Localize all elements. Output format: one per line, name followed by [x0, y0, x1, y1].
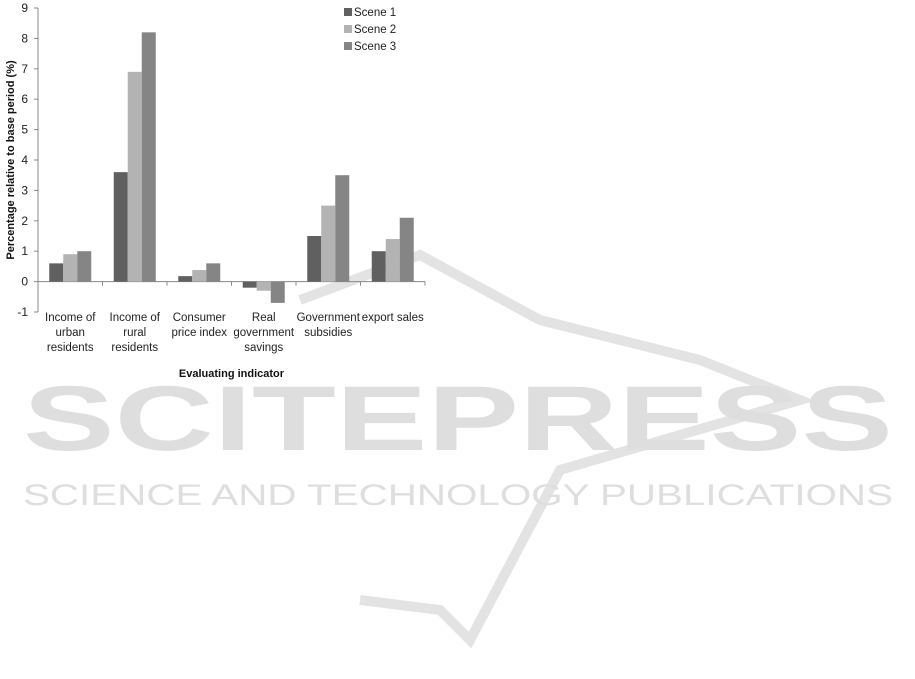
bar-scene-3 [77, 251, 92, 282]
x-tick-label: rural [123, 327, 146, 339]
x-tick-label: Consumer [173, 312, 226, 324]
bar-scene-2 [192, 270, 207, 282]
x-tick-label: residents [47, 342, 94, 354]
y-tick-label: 8 [21, 31, 28, 45]
bar-scene-1 [371, 251, 386, 282]
x-tick-label: Income of [45, 312, 96, 324]
y-tick-label: 6 [21, 92, 28, 106]
watermark-title: SCITEPRESS [23, 368, 893, 470]
bar-scene-2 [385, 239, 400, 282]
y-tick-label: 9 [21, 1, 28, 15]
x-tick-label: Government [297, 312, 361, 324]
legend-label: Scene 1 [354, 7, 396, 19]
bar-scene-2 [321, 205, 336, 282]
x-tick-label: savings [244, 342, 283, 354]
y-tick-label: 7 [21, 62, 28, 76]
y-tick-label: -1 [17, 305, 28, 319]
y-tick-label: 2 [21, 214, 28, 228]
legend-swatch [344, 25, 352, 33]
bar-scene-1 [242, 281, 257, 288]
x-tick-label: residents [111, 342, 158, 354]
legend-swatch [344, 42, 352, 50]
watermark: SCITEPRESS SCIENCE AND TECHNOLOGY PUBLIC… [23, 249, 893, 649]
x-tick-label: urban [56, 327, 85, 339]
bar-scene-1 [307, 236, 322, 282]
y-tick-label: 4 [21, 153, 28, 167]
y-tick-label: 5 [21, 123, 28, 137]
x-tick-label: price index [171, 327, 227, 339]
x-tick-label: government [233, 327, 295, 339]
x-tick-label: export sales [362, 312, 424, 324]
legend-swatch [344, 8, 352, 16]
bar-scene-3 [335, 175, 350, 282]
y-tick-label: 1 [21, 244, 28, 258]
bar-scene-1 [178, 276, 193, 282]
bar-scene-2 [63, 254, 78, 282]
legend-label: Scene 2 [354, 24, 396, 36]
bar-scene-3 [206, 263, 221, 282]
y-axis-label: Percentage relative to base period (%) [5, 60, 17, 260]
bar-scene-1 [113, 172, 128, 282]
x-tick-label: Income of [110, 312, 161, 324]
bar-scene-2 [256, 281, 271, 291]
watermark-outline [298, 249, 816, 649]
watermark-subtitle: SCIENCE AND TECHNOLOGY PUBLICATIONS [23, 479, 893, 512]
bar-scene-3 [141, 32, 156, 282]
bar-scene-1 [49, 263, 64, 282]
bar-scene-3 [270, 281, 285, 303]
x-axis-label: Evaluating indicator [179, 368, 285, 380]
legend-label: Scene 3 [354, 41, 396, 53]
y-tick-label: 0 [21, 275, 28, 289]
y-tick-label: 3 [21, 183, 28, 197]
x-tick-label: Real [252, 312, 276, 324]
bar-scene-3 [399, 217, 414, 282]
x-tick-label: subsidies [304, 327, 352, 339]
bar-chart: -1 0 1 2 3 4 5 6 7 8 9 Income of urban residents Incom… [5, 1, 426, 380]
bar-scene-2 [127, 71, 142, 282]
